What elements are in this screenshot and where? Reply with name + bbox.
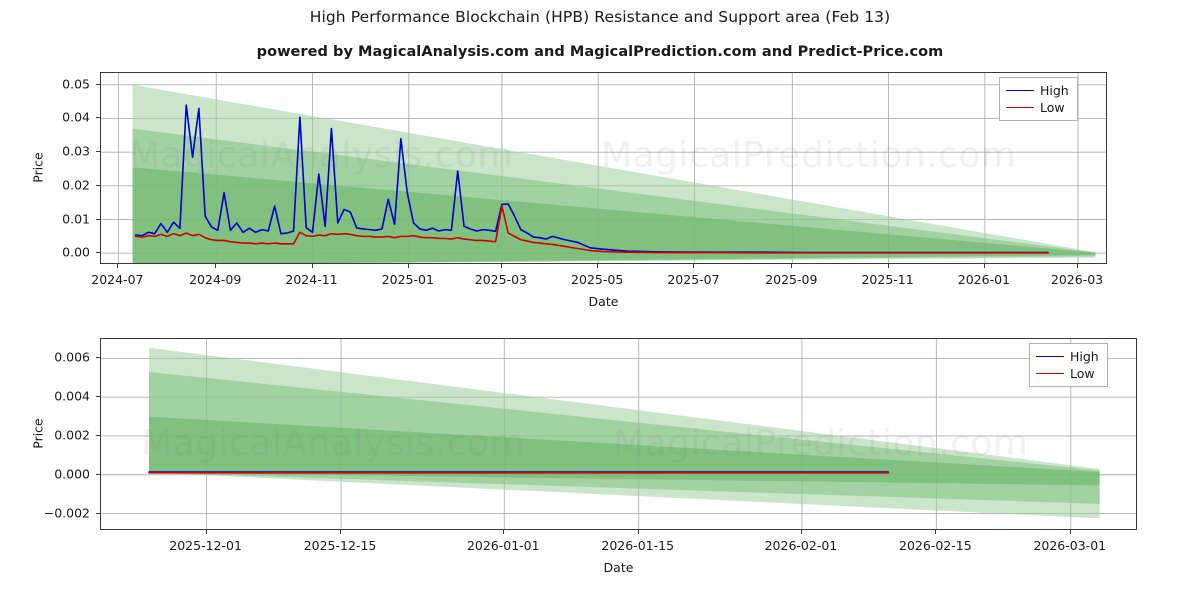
- x-tick-label: 2026-02-01: [764, 538, 838, 553]
- legend-line-high-icon: [1006, 90, 1034, 91]
- y-tick-mark: [96, 252, 100, 254]
- series-line-low: [136, 206, 1048, 253]
- page-subtitle: powered by MagicalAnalysis.com and Magic…: [256, 44, 944, 60]
- y-tick-mark: [96, 83, 100, 85]
- x-tick-mark: [215, 264, 217, 268]
- resistance-support-band-inner: [149, 416, 1100, 486]
- legend-entry-high: High: [1036, 348, 1099, 365]
- x-tick-label: 2025-01: [381, 272, 434, 287]
- page-title: High Performance Blockchain (HPB) Resist…: [309, 8, 891, 26]
- y-tick-label: 0.01: [62, 211, 90, 227]
- y-tick-label: 0.04: [62, 109, 90, 125]
- x-tick-mark: [500, 264, 502, 268]
- y-tick-mark: [96, 434, 100, 436]
- legend-line-low-icon: [1036, 373, 1064, 374]
- x-tick-mark: [887, 264, 889, 268]
- series-line-high: [136, 105, 1048, 253]
- x-tick-mark: [205, 530, 207, 534]
- x-tick-mark: [1069, 530, 1071, 534]
- y-tick-label: 0.03: [62, 143, 90, 159]
- x-tick-mark: [311, 264, 313, 268]
- legend-label-high: High: [1070, 349, 1099, 364]
- y-tick-label: 0.000: [54, 466, 90, 482]
- legend-entry-low: Low: [1036, 365, 1099, 382]
- y-tick-mark: [96, 473, 100, 475]
- x-tick-label: 2024-07: [91, 272, 144, 287]
- x-tick-mark: [693, 264, 695, 268]
- x-tick-mark: [117, 264, 119, 268]
- resistance-support-band-inner: [132, 167, 1096, 263]
- x-tick-mark: [935, 530, 937, 534]
- x-tick-mark: [597, 264, 599, 268]
- x-tick-label: 2025-11: [861, 272, 914, 287]
- x-tick-mark: [637, 530, 639, 534]
- y-tick-mark: [96, 512, 100, 514]
- y-tick-mark: [96, 218, 100, 220]
- x-tick-mark: [800, 530, 802, 534]
- legend-label-high: High: [1040, 83, 1069, 98]
- y-tick-mark: [96, 117, 100, 119]
- bottom-chart-canvas: [101, 339, 1136, 529]
- legend-label-low: Low: [1040, 100, 1065, 115]
- top-chart-x-axis-label: Date: [588, 294, 619, 309]
- x-tick-mark: [503, 530, 505, 534]
- x-tick-label: 2026-01-01: [466, 538, 540, 553]
- x-tick-mark: [791, 264, 793, 268]
- y-tick-label: 0.05: [62, 76, 90, 92]
- y-tick-label: 0.002: [54, 427, 90, 443]
- legend-line-low-icon: [1006, 107, 1034, 108]
- y-tick-label: −0.002: [43, 505, 90, 521]
- y-tick-mark: [96, 151, 100, 153]
- x-tick-label: 2024-11: [285, 272, 338, 287]
- x-tick-label: 2026-01: [957, 272, 1010, 287]
- bottom-chart-legend: High Low: [1029, 343, 1108, 387]
- top-chart-canvas: [101, 73, 1106, 263]
- bottom-chart-plot-area: MagicalAnalysis.comMagicalPrediction.com: [100, 338, 1137, 530]
- x-tick-mark: [340, 530, 342, 534]
- x-tick-label: 2025-07: [667, 272, 720, 287]
- legend-label-low: Low: [1070, 366, 1095, 381]
- x-tick-label: 2025-05: [571, 272, 624, 287]
- y-tick-mark: [96, 184, 100, 186]
- x-tick-label: 2026-01-15: [601, 538, 675, 553]
- bottom-chart-x-axis-label: Date: [603, 560, 634, 575]
- y-tick-label: 0.00: [62, 244, 90, 260]
- x-tick-label: 2024-09: [189, 272, 242, 287]
- x-tick-label: 2026-03-01: [1033, 538, 1107, 553]
- top-chart-plot-area: MagicalAnalysis.comMagicalPrediction.com…: [100, 72, 1107, 264]
- legend-line-high-icon: [1036, 356, 1064, 357]
- x-tick-label: 2025-09: [765, 272, 818, 287]
- y-tick-mark: [96, 396, 100, 398]
- x-tick-label: 2026-03: [1050, 272, 1104, 287]
- legend-entry-high: High: [1006, 82, 1069, 99]
- x-tick-mark: [407, 264, 409, 268]
- x-tick-label: 2025-12-15: [303, 538, 377, 553]
- x-tick-label: 2025-12-01: [169, 538, 242, 553]
- y-tick-label: 0.02: [62, 177, 90, 193]
- legend-entry-low: Low: [1006, 99, 1069, 116]
- y-tick-mark: [96, 357, 100, 359]
- top-chart-legend: High Low: [999, 77, 1078, 121]
- x-tick-mark: [1077, 264, 1078, 268]
- x-tick-mark: [983, 264, 985, 268]
- x-tick-label: 2026-02-15: [899, 538, 972, 553]
- x-tick-label: 2025-03: [474, 272, 528, 287]
- y-tick-label: 0.004: [54, 388, 90, 404]
- y-tick-label: 0.006: [54, 349, 90, 365]
